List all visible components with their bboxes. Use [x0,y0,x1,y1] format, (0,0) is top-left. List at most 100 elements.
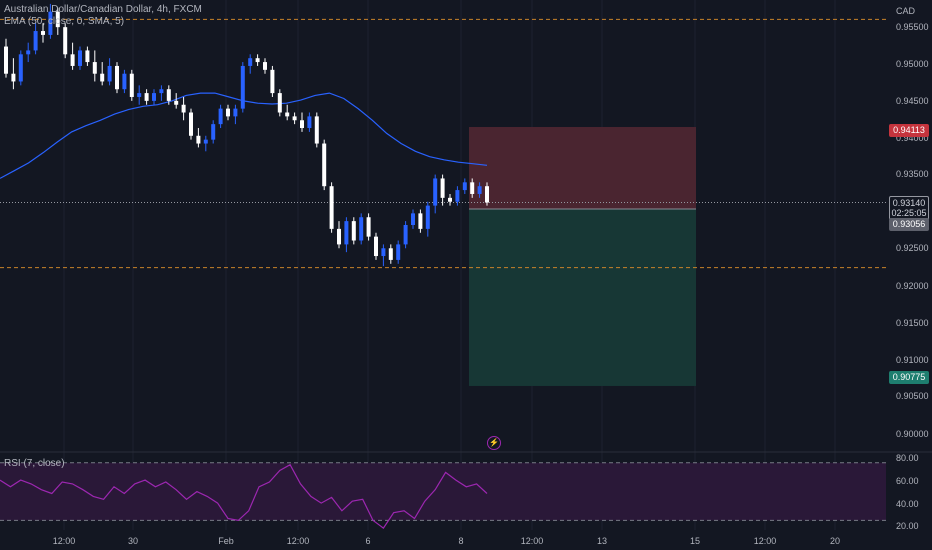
candle [203,135,208,152]
candle [270,65,275,97]
candle [78,46,82,70]
candle-body [144,93,149,101]
candle-body [48,11,53,35]
candle-body [78,50,82,66]
candle [4,38,8,78]
candle-body [366,217,371,237]
candle-body [462,182,467,191]
candle [152,89,156,105]
candle-body [33,31,38,51]
candle-body [41,31,45,35]
candle-body [263,62,267,70]
symbol-title[interactable]: Australian Dollar/Canadian Dollar, 4h, F… [4,4,202,15]
candle-body [411,213,415,225]
candle [277,89,282,117]
candle-body [203,139,208,144]
candle [159,85,164,101]
candle-body [18,54,23,82]
candle-body [307,116,312,129]
candle [166,85,171,105]
candle [433,174,438,214]
price-tick: 0.95500 [896,22,929,32]
lightning-icon[interactable]: ⚡ [487,436,501,450]
candle [307,112,312,132]
candle [462,178,467,194]
time-tick: 12:00 [52,536,76,546]
take-profit-price-tag[interactable]: 0.90775 [889,371,929,384]
candle-body [440,178,445,198]
candle [85,46,90,66]
candle-body [63,27,68,55]
candle-body [226,108,230,117]
candle-body [100,73,105,82]
candle-body [122,73,127,90]
candle [440,174,445,206]
candle [470,178,475,198]
price-tick: 0.94000 [896,133,929,143]
candle-body [159,89,164,94]
candle [196,128,201,148]
entry-price-tag[interactable]: 0.93056 [889,218,929,231]
candle-body [181,104,186,113]
price-tick: 0.90000 [896,429,929,439]
price-tick: 0.93500 [896,169,929,179]
rsi-tick: 60.00 [896,476,919,486]
candle [233,104,238,125]
candle [329,182,334,233]
candle [211,120,216,144]
price-tick: 0.94500 [896,96,929,106]
candle-body [470,182,475,194]
time-tick: 13 [596,536,608,546]
candle [374,232,378,260]
candle-body [477,186,482,194]
candle-body [137,93,142,97]
rsi-legend[interactable]: RSI (7, close) [4,458,65,469]
candle-body [4,46,8,74]
candle [455,186,460,206]
candle [174,93,179,109]
candle-body [240,65,245,109]
candle [63,23,68,59]
candle [418,209,423,233]
candle-body [396,244,401,260]
candle-body [11,73,16,82]
grid-lines [63,0,836,530]
candle-body [425,205,430,229]
candle-body [300,120,304,129]
time-tick: 12:00 [286,536,310,546]
candle-body [388,248,393,260]
candle-body [107,65,112,82]
stop-loss-zone[interactable] [469,127,696,210]
candle [403,221,408,249]
candle-body [485,186,489,203]
candle [33,23,38,55]
candle-body [351,221,356,241]
rsi-tick: 40.00 [896,499,919,509]
price-tick: 0.91500 [896,318,929,328]
candle-body [189,112,193,136]
candle-body [418,213,423,229]
ema-legend[interactable]: EMA (50, close, 0, SMA, 5) [4,16,125,27]
stop-loss-price-tag[interactable]: 0.94113 [889,124,929,137]
last-price-value: 0.93140 [892,198,926,208]
candle [189,108,193,140]
candle [11,58,16,90]
candle [477,182,482,198]
candle [107,58,112,86]
candle [448,193,452,206]
take-profit-zone[interactable] [469,209,696,386]
candles [4,3,489,267]
candle [337,221,341,249]
candle-body [92,62,97,74]
candle [226,104,230,121]
candle [70,42,75,70]
candle [218,104,223,129]
candle [366,213,371,241]
currency-label[interactable]: CAD [896,6,916,16]
candle [26,42,31,63]
candle [122,69,127,94]
candle-body [218,108,223,125]
candle [292,112,297,125]
candle [322,139,327,191]
